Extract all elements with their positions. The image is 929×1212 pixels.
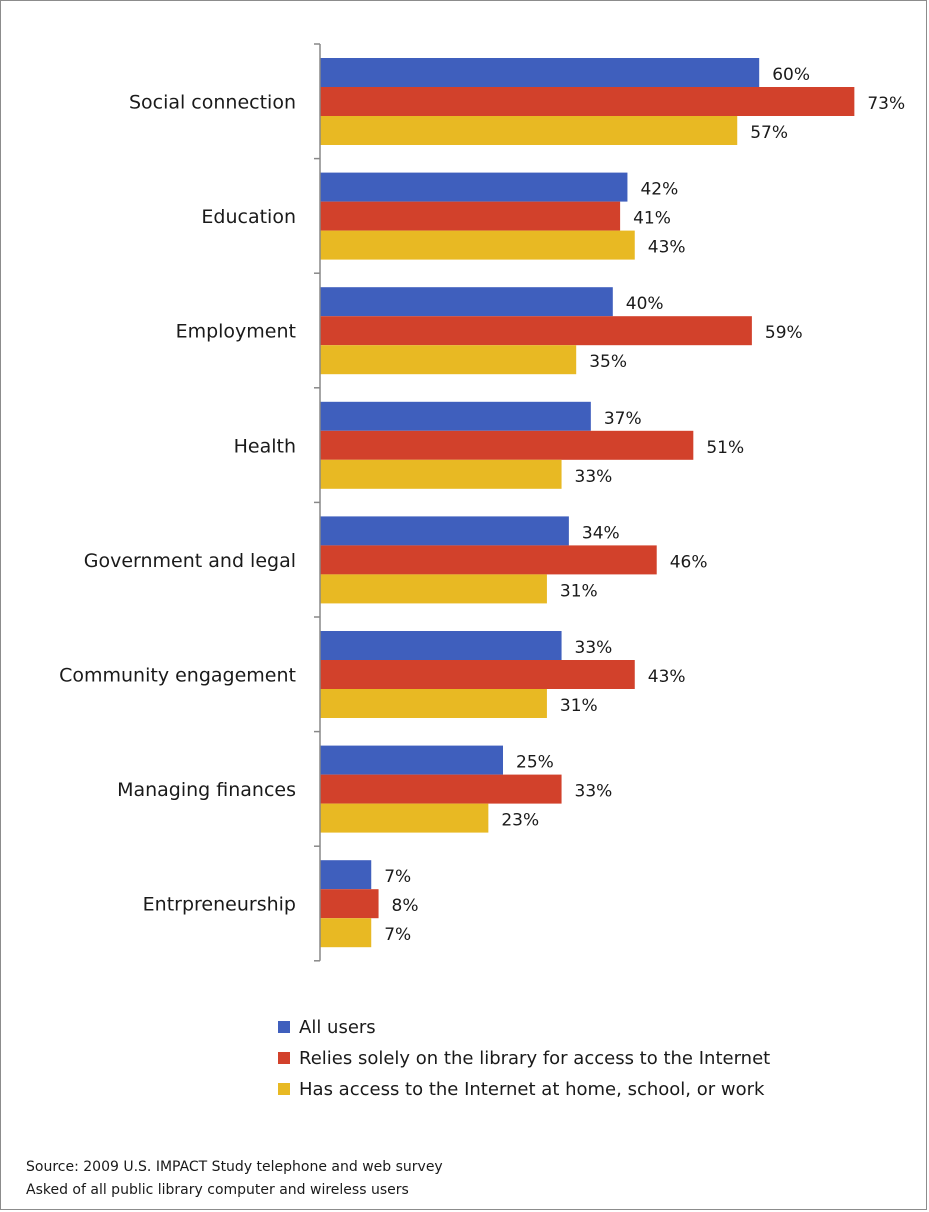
bar xyxy=(320,287,613,317)
bar xyxy=(320,345,577,375)
bar xyxy=(320,316,752,346)
value-label: 40% xyxy=(626,294,664,314)
bar xyxy=(320,745,503,775)
category-label: Education xyxy=(201,206,296,228)
bar xyxy=(320,660,635,689)
bar xyxy=(320,172,628,202)
bar xyxy=(320,889,379,919)
bar xyxy=(320,631,562,660)
value-label: 57% xyxy=(750,123,788,143)
value-label: 43% xyxy=(648,238,686,258)
bar xyxy=(320,401,591,431)
bar xyxy=(320,230,635,260)
bar xyxy=(320,58,760,87)
bar xyxy=(320,545,657,575)
value-label: 46% xyxy=(670,552,708,572)
bar xyxy=(320,574,547,604)
value-label: 31% xyxy=(560,696,598,716)
legend-item: Relies solely on the library for access … xyxy=(278,1043,770,1073)
value-label: 35% xyxy=(589,352,627,372)
bar xyxy=(320,860,372,890)
value-label: 42% xyxy=(640,180,678,200)
legend-swatch xyxy=(278,1021,290,1033)
category-label: Managing finances xyxy=(117,779,296,801)
value-label: 23% xyxy=(501,811,539,831)
value-label: 7% xyxy=(384,925,411,945)
value-label: 33% xyxy=(575,638,613,658)
bar xyxy=(320,918,372,948)
source-note: Source: 2009 U.S. IMPACT Study telephone… xyxy=(26,1156,443,1202)
value-label: 25% xyxy=(516,753,554,773)
value-label: 37% xyxy=(604,409,642,429)
bar-chart: Social connection 60% 73% 57% Education 42% 41… xyxy=(59,43,905,962)
bar xyxy=(320,459,562,489)
category-label: Government and legal xyxy=(84,550,296,572)
category-label: Employment xyxy=(176,321,296,343)
legend-swatch xyxy=(278,1052,290,1064)
legend-item: Has access to the Internet at home, scho… xyxy=(278,1074,770,1104)
value-label: 7% xyxy=(384,867,411,887)
value-label: 51% xyxy=(706,438,744,458)
category-label: Social connection xyxy=(129,92,296,114)
legend-item: All users xyxy=(278,1012,770,1042)
legend-label: Relies solely on the library for access … xyxy=(299,1047,771,1069)
category-label: Health xyxy=(234,435,296,457)
category-label: Community engagement xyxy=(59,665,296,687)
value-label: 33% xyxy=(575,467,613,487)
source-subject-line: Asked of all public library computer and… xyxy=(26,1182,409,1198)
bar xyxy=(320,430,694,460)
bar xyxy=(320,803,489,833)
legend-label: Has access to the Internet at home, scho… xyxy=(299,1078,765,1100)
legend-label: All users xyxy=(299,1016,376,1038)
value-label: 34% xyxy=(582,523,620,543)
legend-swatch xyxy=(278,1083,290,1095)
value-label: 60% xyxy=(772,65,810,85)
value-label: 43% xyxy=(648,667,686,687)
legend: All users Relies solely on the library fo… xyxy=(278,1012,770,1105)
bar xyxy=(320,201,621,231)
value-label: 31% xyxy=(560,581,598,601)
source-line: Source: 2009 U.S. IMPACT Study telephone… xyxy=(26,1159,443,1175)
bar xyxy=(320,689,547,718)
bar xyxy=(320,516,569,546)
value-label: 41% xyxy=(633,209,671,229)
value-label: 33% xyxy=(575,782,613,802)
bar xyxy=(320,774,562,804)
value-label: 73% xyxy=(867,94,905,114)
bar xyxy=(320,116,738,145)
category-label: Entrpreneurship xyxy=(143,894,296,916)
bar xyxy=(320,87,855,116)
value-label: 8% xyxy=(392,896,419,916)
value-label: 59% xyxy=(765,323,803,343)
